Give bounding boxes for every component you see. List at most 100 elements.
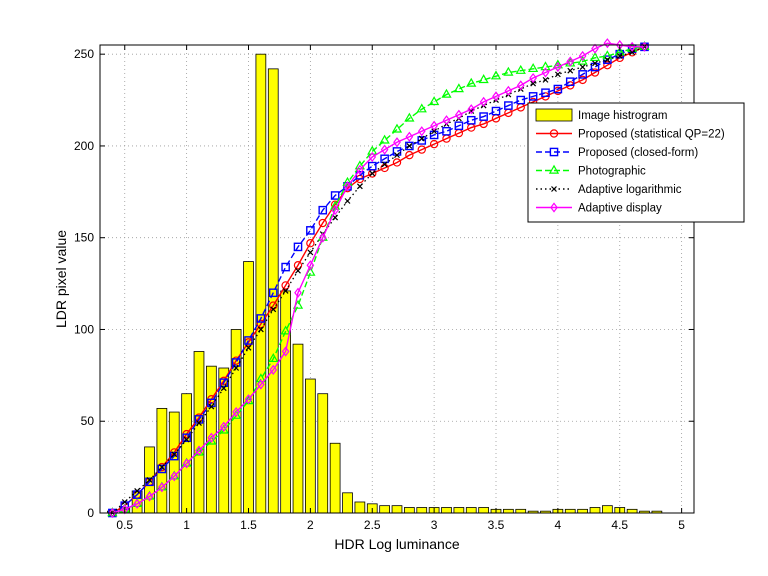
triangle-marker [268, 353, 279, 363]
circle-marker [549, 129, 559, 138]
square-marker [330, 191, 340, 200]
x-tick-label: 2.5 [364, 518, 381, 532]
histogram-bar [416, 507, 428, 514]
y-tick-label: 100 [74, 322, 94, 336]
triangle-marker [416, 103, 427, 113]
x-marker [542, 76, 549, 83]
histogram-bar [218, 367, 230, 514]
x-marker-stroke [567, 67, 574, 74]
square-marker [244, 336, 253, 345]
x-marker [406, 143, 413, 149]
legend-label: Photographic [578, 166, 646, 178]
x-marker-stroke [542, 76, 549, 83]
x-marker-stroke [233, 365, 240, 371]
diamond-marker [331, 205, 339, 216]
x-marker [332, 214, 339, 221]
x-marker-stroke [307, 249, 314, 256]
x-marker [604, 56, 611, 63]
triangle-marker [404, 112, 415, 122]
triangle-marker [441, 88, 452, 98]
legend-entry: Proposed (statistical QP=22) [536, 129, 725, 141]
square-marker [182, 433, 191, 443]
triangle-marker [391, 123, 403, 133]
x-marker [208, 403, 215, 410]
x-marker [394, 152, 400, 159]
x-tick-label: 1 [183, 518, 190, 532]
diamond-marker [281, 346, 290, 357]
x-marker [134, 488, 141, 494]
x-marker [307, 249, 314, 256]
x-marker-stroke [183, 436, 190, 443]
diamond-marker [232, 406, 240, 418]
diamond-marker [554, 61, 562, 73]
diamond-marker [467, 104, 476, 115]
circle-marker [281, 281, 290, 290]
y-tick-label: 200 [74, 139, 94, 153]
histogram-bar [317, 393, 329, 514]
legend-label: Image histrogram [578, 110, 667, 122]
series-adaptive-display [108, 38, 649, 519]
square-marker [603, 55, 612, 64]
circle-marker [306, 239, 315, 248]
triangle-marker [503, 66, 514, 76]
square-marker [268, 288, 278, 298]
x-marker [616, 53, 623, 59]
triangle-marker [548, 164, 560, 174]
x-marker-stroke [171, 451, 178, 458]
x-marker-stroke [468, 108, 475, 114]
x-marker-stroke [146, 477, 153, 483]
histogram-bar [453, 507, 465, 514]
x-tick-label: 0.5 [116, 518, 133, 532]
circle-marker [578, 75, 587, 85]
x-marker [551, 186, 557, 192]
triangle-marker [255, 373, 267, 383]
diamond-marker [516, 80, 525, 91]
square-marker [318, 205, 328, 215]
diamond-marker [541, 67, 550, 78]
x-marker-stroke [629, 49, 636, 56]
x-marker [282, 288, 289, 294]
diamond-marker [269, 364, 278, 375]
legend-entry: Adaptive logarithmic [536, 184, 682, 196]
series-adaptive-logarithmic [109, 43, 648, 516]
x-marker [270, 306, 277, 313]
x-marker-stroke [158, 464, 165, 471]
x-marker [530, 80, 537, 87]
square-marker [219, 378, 229, 387]
legend-box [527, 102, 745, 223]
diamond-marker [550, 202, 558, 213]
triangle-marker [515, 64, 526, 74]
x-marker [220, 385, 227, 392]
square-marker [549, 147, 559, 157]
legend-label: Proposed (statistical QP=22) [578, 129, 725, 141]
x-marker-stroke [134, 488, 141, 494]
histogram-bar [193, 351, 205, 514]
histogram-bar [404, 507, 415, 514]
x-marker [579, 64, 586, 70]
diamond-marker [479, 96, 488, 107]
diamond-marker [356, 164, 364, 175]
x-marker-stroke [220, 385, 227, 392]
x-tick-label: 4.5 [611, 518, 628, 532]
x-marker [233, 365, 240, 371]
triangle-marker [490, 70, 502, 80]
x-marker [567, 67, 574, 74]
x-marker-stroke [196, 420, 202, 426]
y-tick-label: 0 [87, 506, 94, 520]
x-marker-stroke [245, 344, 252, 351]
x-marker [381, 161, 388, 168]
x-tick-label: 3 [431, 518, 438, 532]
circle-marker [392, 158, 402, 167]
diamond-marker [306, 260, 315, 271]
histogram-bar [478, 507, 489, 514]
x-marker-stroke [369, 170, 376, 177]
diamond-marker [430, 120, 438, 131]
diamond-marker [133, 498, 141, 509]
square-marker [578, 70, 587, 79]
histogram-bar [589, 507, 601, 514]
square-marker [157, 464, 167, 474]
diamond-marker [108, 507, 117, 519]
circle-marker [603, 60, 612, 70]
